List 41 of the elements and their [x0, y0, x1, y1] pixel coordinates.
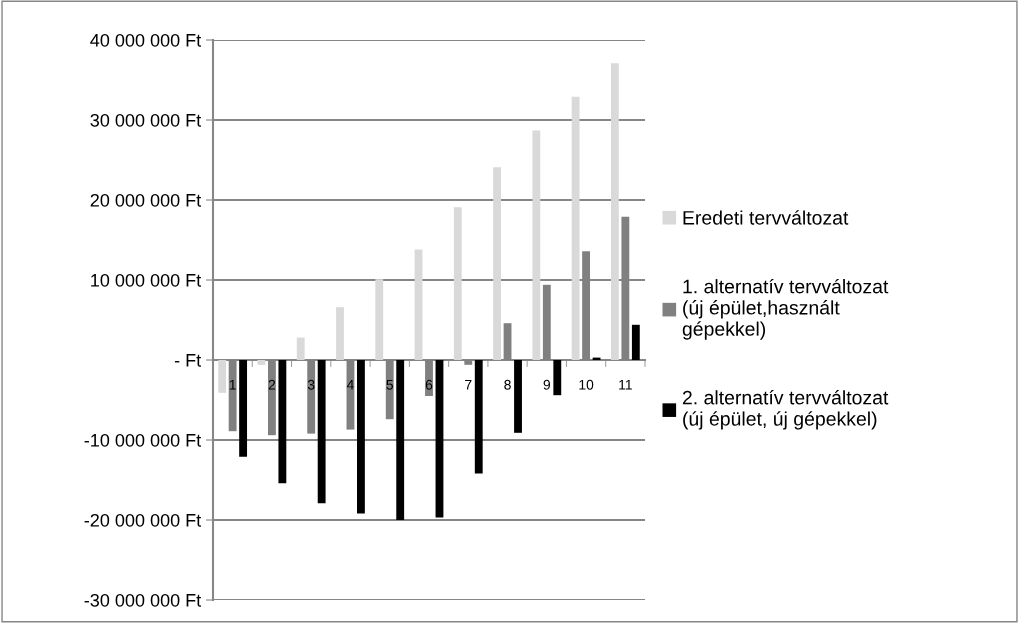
legend-label: 1. alternatív tervváltozat (új épület,használt gépekkel) — [682, 278, 889, 340]
bar — [296, 337, 305, 360]
bar — [375, 279, 384, 360]
x-tick-label: 2 — [268, 379, 276, 390]
y-tick-label: 30 000 000 Ft — [90, 113, 202, 127]
bar — [218, 360, 227, 393]
bar — [278, 360, 287, 484]
bar — [453, 207, 462, 360]
legend-label: 2. alternatív tervváltozat (új épület, új gépekkel) — [682, 390, 889, 430]
y-tick-label: - Ft — [174, 354, 202, 367]
bar — [514, 360, 522, 433]
bar — [553, 360, 562, 396]
bar — [631, 324, 640, 360]
y-tick-label: 20 000 000 Ft — [90, 193, 202, 207]
x-tick-label: 9 — [543, 379, 551, 390]
legend-label: Eredeti tervváltozat — [683, 210, 849, 225]
y-tick-label: -10 000 000 Ft — [84, 433, 202, 447]
bar — [396, 360, 405, 520]
x-tick-label: 3 — [307, 379, 315, 390]
bar — [317, 360, 326, 504]
x-tick-label: 4 — [346, 379, 354, 390]
y-tick-label: -20 000 000 Ft — [84, 513, 202, 527]
bar — [239, 360, 248, 457]
x-tick-label: 8 — [504, 379, 511, 390]
bar — [474, 360, 483, 474]
x-tick-label: 6 — [425, 379, 433, 390]
bar — [610, 63, 619, 360]
bar — [493, 167, 501, 360]
bar — [532, 130, 541, 360]
x-tick-label: 10 — [579, 379, 594, 390]
x-tick-label: 5 — [386, 379, 394, 390]
y-tick-label: 40 000 000 Ft — [90, 33, 202, 47]
bar — [571, 96, 580, 360]
bar — [257, 360, 266, 365]
bar — [357, 360, 365, 514]
x-tick-label: 7 — [465, 379, 472, 390]
x-tick-label: 11 — [619, 379, 632, 390]
y-tick-label: -30 000 000 Ft — [84, 593, 202, 607]
y-tick-label: 10 000 000 Ft — [91, 273, 202, 287]
bar — [336, 307, 344, 360]
x-tick-label: 1 — [229, 379, 236, 390]
